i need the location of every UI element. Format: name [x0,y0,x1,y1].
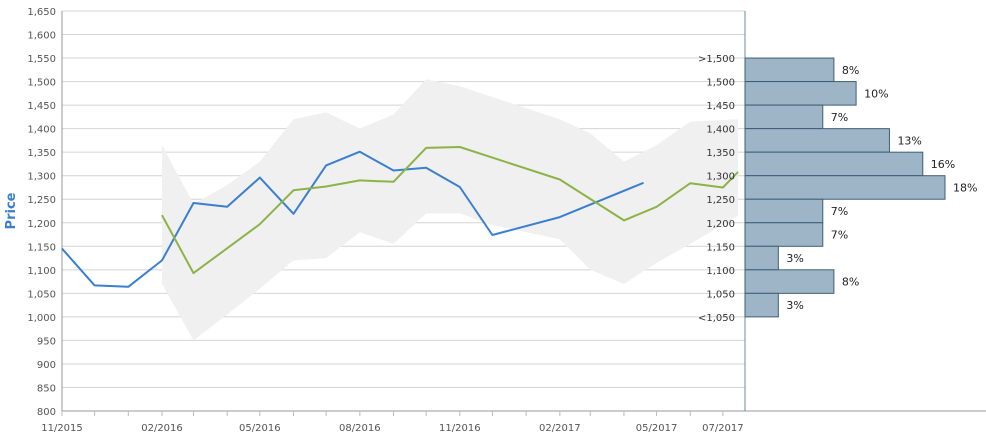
histogram-percent-label: 3% [786,299,803,312]
y-tick-label: 800 [37,407,56,418]
histogram-percent-label: 7% [831,111,848,124]
price-line-blue [61,150,644,288]
histogram-bin-label: 1,150 [706,242,735,253]
x-axis-tick-labels: 11/2015 02/2016 05/2016 08/2016 11/2016 02/20… [41,411,744,434]
distribution-histogram: 8% >1,500 10% 1,500 7% 1,450 13% 1,400 16% 1,350 1… [698,54,977,324]
histogram-bar [744,151,924,177]
histogram-percent-label: 16% [931,158,955,171]
histogram-bar [744,198,824,224]
histogram-bar [744,104,824,130]
histogram-bin-label: 1,050 [706,289,735,300]
y-tick-label: 1,200 [27,219,56,230]
histogram-percent-label: 8% [842,64,859,77]
histogram-percent-label: 10% [864,87,888,100]
y-tick-label: 900 [37,360,56,371]
histogram-bin-label: 1,300 [706,172,735,183]
x-tick-label: 11/2016 [439,423,481,434]
histogram-bin-label: 1,350 [706,148,735,159]
histogram-percent-label: 13% [897,134,921,147]
y-tick-label: 1,050 [27,289,56,300]
histogram-bin-label: <1,050 [698,313,735,324]
histogram-bin-label: 1,100 [706,266,735,277]
histogram-bar [744,81,857,106]
histogram-percent-label: 8% [842,276,859,289]
y-axis-label: Price [4,192,19,229]
y-tick-label: 1,600 [27,31,56,42]
y-tick-label: 1,400 [27,125,56,136]
forecast-band [162,79,739,341]
y-tick-label: 1,450 [27,101,56,112]
histogram-bin-label: 1,500 [706,78,735,89]
histogram-bar [744,245,779,271]
y-tick-label: 1,650 [27,7,56,18]
x-tick-label: 07/2017 [702,423,744,434]
y-axis-tick-labels: 1,650 1,600 1,550 1,500 1,450 1,400 1,350 1,300… [27,7,56,418]
histogram-bin-label: 1,200 [706,219,735,230]
x-tick-label: 08/2016 [339,423,381,434]
histogram-bin-label: 1,250 [706,195,735,206]
histogram-bin-label: >1,500 [698,54,735,65]
histogram-bar [744,128,890,153]
y-tick-label: 1,000 [27,313,56,324]
histogram-bar [744,57,835,83]
histogram-percent-label: 18% [953,181,977,194]
x-tick-label: 05/2016 [239,423,281,434]
y-tick-label: 1,300 [27,172,56,183]
x-tick-label: 11/2015 [41,423,83,434]
price-line-green [161,146,739,275]
histogram-bin-label: 1,450 [706,101,735,112]
histogram-percent-label: 7% [831,205,848,218]
histogram-percent-label: 7% [831,229,848,242]
histogram-bar [744,222,824,247]
histogram-bar [744,292,779,318]
price-lines [61,146,739,288]
histogram-bar [744,269,835,294]
y-tick-label: 1,250 [27,195,56,206]
y-tick-label: 1,350 [27,148,56,159]
y-tick-label: 950 [37,336,56,347]
histogram-bin-label: 1,400 [706,125,735,136]
histogram-percent-label: 3% [786,252,803,265]
y-tick-label: 1,500 [27,78,56,89]
x-tick-label: 02/2016 [141,423,183,434]
histogram-bar [744,175,946,200]
y-tick-label: 1,100 [27,266,56,277]
x-tick-label: 02/2017 [539,423,581,434]
x-tick-label: 05/2017 [636,423,678,434]
y-tick-label: 1,550 [27,54,56,65]
y-tick-label: 1,150 [27,242,56,253]
y-tick-label: 850 [37,383,56,394]
range-band [162,79,739,341]
